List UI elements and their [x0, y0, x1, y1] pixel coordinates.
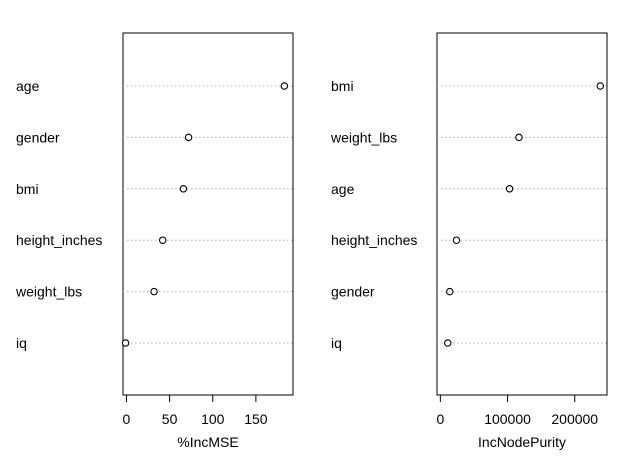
x-tick-label-incnodepurity-0: 0 — [436, 411, 444, 427]
x-tick-label-incmse-0: 0 — [123, 411, 131, 427]
x-tick-label-incmse-3: 150 — [244, 411, 268, 427]
row-label-incmse-age: age — [16, 78, 40, 94]
point-incmse-iq — [121, 339, 130, 347]
row-label-incmse-iq: iq — [16, 335, 27, 351]
point-incmse-age — [280, 82, 289, 90]
x-axis-title-incmse: %IncMSE — [177, 434, 238, 450]
point-incnodepurity-iq — [444, 339, 452, 347]
x-tick-label-incmse-2: 100 — [201, 411, 225, 427]
plot-frame-incmse — [122, 32, 294, 396]
point-incnodepurity-age — [505, 185, 514, 193]
row-label-incnodepurity-age: age — [331, 181, 355, 197]
point-incmse-weight_lbs — [150, 287, 158, 296]
point-incnodepurity-weight_lbs — [515, 133, 523, 142]
x-tick-label-incnodepurity-1: 100000 — [484, 411, 531, 427]
row-label-incnodepurity-gender: gender — [331, 284, 375, 300]
row-label-incnodepurity-height_inches: height_inches — [331, 232, 417, 248]
row-label-incmse-height_inches: height_inches — [16, 232, 102, 248]
point-incnodepurity-height_inches — [452, 236, 461, 244]
x-axis-title-incnodepurity: IncNodePurity — [478, 434, 566, 450]
row-label-incmse-weight_lbs: weight_lbs — [15, 284, 82, 300]
row-label-incmse-bmi: bmi — [16, 181, 39, 197]
x-tick-label-incmse-1: 50 — [162, 411, 178, 427]
point-incnodepurity-gender — [446, 287, 454, 296]
point-incnodepurity-bmi — [596, 82, 605, 90]
point-incmse-gender — [184, 133, 193, 142]
row-label-incnodepurity-iq: iq — [331, 335, 342, 351]
row-label-incnodepurity-bmi: bmi — [331, 78, 354, 94]
point-incmse-bmi — [179, 185, 188, 193]
x-tick-label-incnodepurity-2: 200000 — [551, 411, 598, 427]
plot-frame-incnodepurity — [436, 32, 608, 396]
row-label-incnodepurity-weight_lbs: weight_lbs — [330, 129, 397, 145]
point-incmse-height_inches — [158, 236, 167, 244]
row-label-incmse-gender: gender — [16, 129, 60, 145]
